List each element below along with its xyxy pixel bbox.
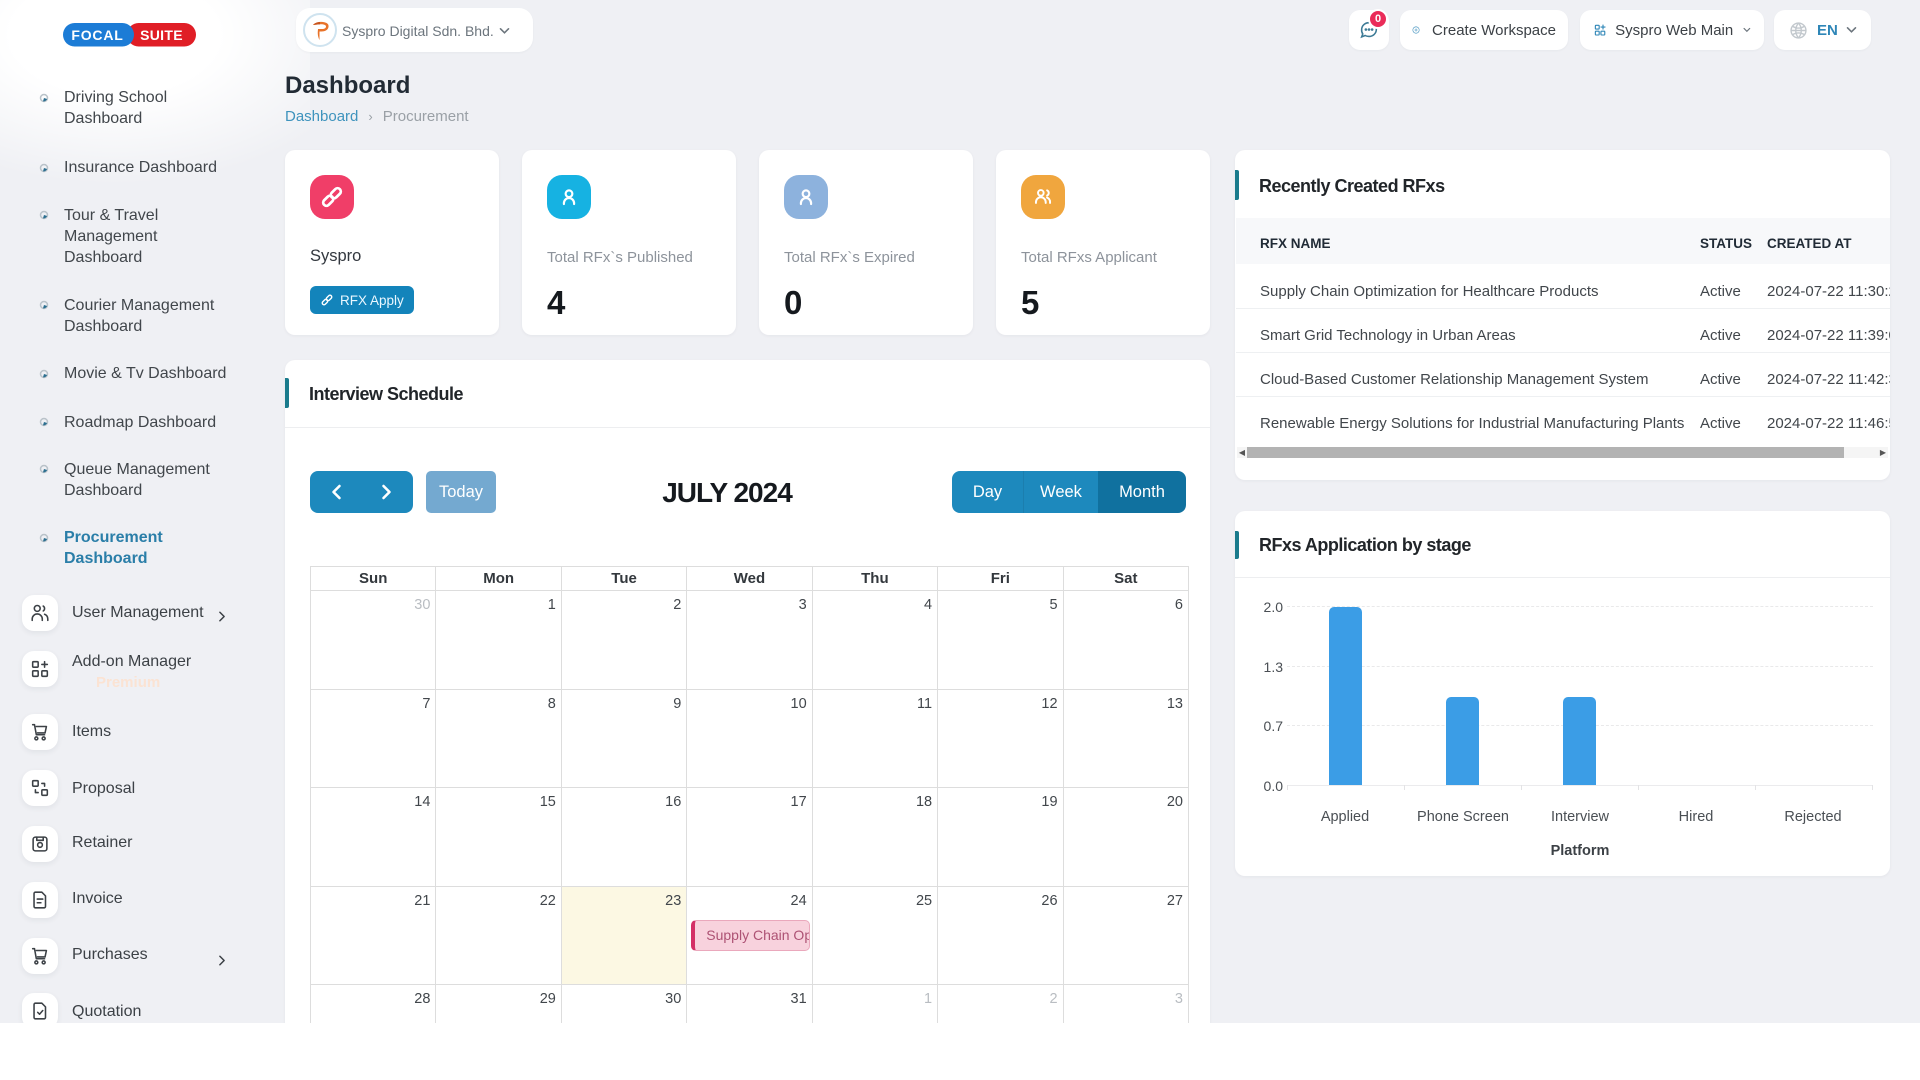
svg-text:FOCAL: FOCAL [71, 27, 123, 43]
svg-text:SUITE: SUITE [140, 27, 183, 43]
